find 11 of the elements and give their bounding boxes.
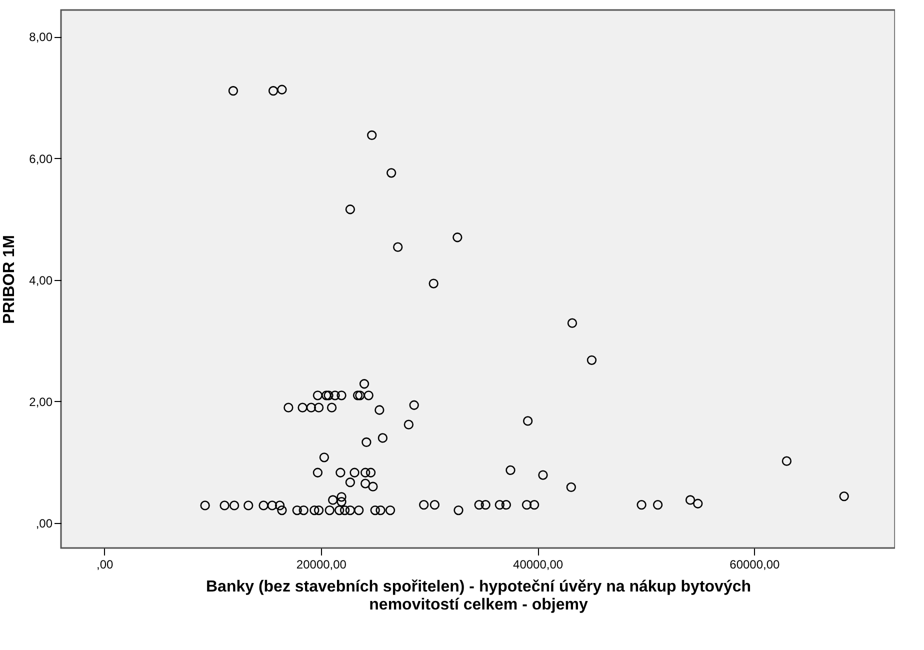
x-tick-label: 40000,00 bbox=[513, 558, 564, 572]
x-tick-label: ,00 bbox=[96, 558, 114, 572]
y-tick-label: 6,00 bbox=[29, 152, 53, 166]
y-tick-label: 4,00 bbox=[29, 273, 53, 288]
y-tick-label: 8,00 bbox=[29, 30, 53, 44]
y-tick-label: ,00 bbox=[36, 516, 53, 531]
y-axis-title: PRIBOR 1M bbox=[1, 235, 18, 324]
x-tick-label: 60000,00 bbox=[730, 558, 780, 572]
y-tick-label: 2,00 bbox=[29, 394, 53, 409]
x-tick-label: 20000,00 bbox=[296, 558, 347, 572]
x-axis-title: Banky (bez stavebních spořitelen) - hypoteční úvěry na nákup bytových nemovitostí celkem - objemy bbox=[206, 578, 752, 614]
